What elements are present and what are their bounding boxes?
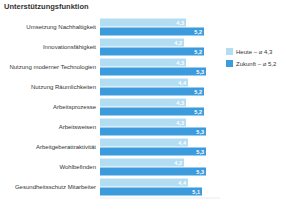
- data-label: 5,3: [196, 149, 204, 155]
- category-label: Gesundheitsschutz Mitarbeiter: [15, 184, 96, 190]
- bar: [100, 48, 204, 56]
- data-label: 4,3: [176, 100, 184, 106]
- bar: [100, 159, 184, 167]
- legend: Heute – ⌀ 4,3 Zukunft – ⌀ 5,2: [226, 48, 277, 67]
- category-label: Arbeitsprozesse: [53, 104, 97, 110]
- bar: [100, 59, 186, 67]
- bar: [100, 19, 186, 27]
- chart-title: Unterstützungsfunktion: [4, 2, 89, 11]
- bar: [100, 148, 206, 156]
- bar: [100, 168, 206, 176]
- bars: [100, 19, 206, 196]
- category-label: Wohlbefinden: [59, 164, 96, 170]
- data-label: 4,4: [178, 80, 187, 86]
- bar: [100, 88, 204, 96]
- bar: [100, 179, 188, 187]
- data-label: 5,2: [194, 89, 202, 95]
- x-axis-line: [100, 198, 220, 199]
- category-label: Nutzung Räumlichkeiten: [31, 84, 96, 90]
- category-label: Nutzung moderner Technologien: [9, 64, 96, 70]
- data-label: 4,2: [174, 40, 182, 46]
- bar: [100, 39, 184, 47]
- legend-label: Zukunft – ⌀ 5,2: [236, 61, 277, 67]
- legend-swatch: [226, 60, 233, 67]
- category-label: Arbeitgeberattraktivität: [36, 144, 96, 150]
- chart-container: Unterstützungsfunktion Umsetzung Nachhalt…: [0, 0, 300, 200]
- data-label: 5,3: [196, 169, 204, 175]
- data-label: 4,3: [176, 20, 184, 26]
- bar: [100, 139, 188, 147]
- bar: [100, 99, 186, 107]
- legend-swatch: [226, 48, 233, 55]
- chart-svg: Unterstützungsfunktion Umsetzung Nachhalt…: [0, 0, 300, 200]
- bar: [100, 128, 206, 136]
- bar: [100, 108, 204, 116]
- data-label: 5,3: [196, 129, 204, 135]
- data-label: 4,3: [176, 120, 184, 126]
- bar: [100, 188, 202, 196]
- data-label: 4,4: [178, 180, 187, 186]
- category-label: Arbeitsweisen: [59, 124, 96, 130]
- legend-label: Heute – ⌀ 4,3: [236, 49, 273, 55]
- labels: Umsetzung Nachhaltigkeit 4,3 5,2 Innovation…: [9, 20, 204, 195]
- bar: [100, 68, 206, 76]
- data-label: 5,2: [194, 29, 202, 35]
- data-label: 5,3: [196, 69, 204, 75]
- bar: [100, 79, 188, 87]
- data-label: 5,1: [192, 189, 200, 195]
- bar: [100, 28, 204, 36]
- bar: [100, 119, 186, 127]
- category-label: Innovationsfähigkeit: [43, 44, 96, 50]
- data-label: 4,3: [176, 60, 184, 66]
- data-label: 5,2: [194, 109, 202, 115]
- category-label: Umsetzung Nachhaltigkeit: [26, 24, 96, 30]
- data-label: 4,4: [178, 140, 187, 146]
- data-label: 4,2: [174, 160, 182, 166]
- data-label: 5,2: [194, 49, 202, 55]
